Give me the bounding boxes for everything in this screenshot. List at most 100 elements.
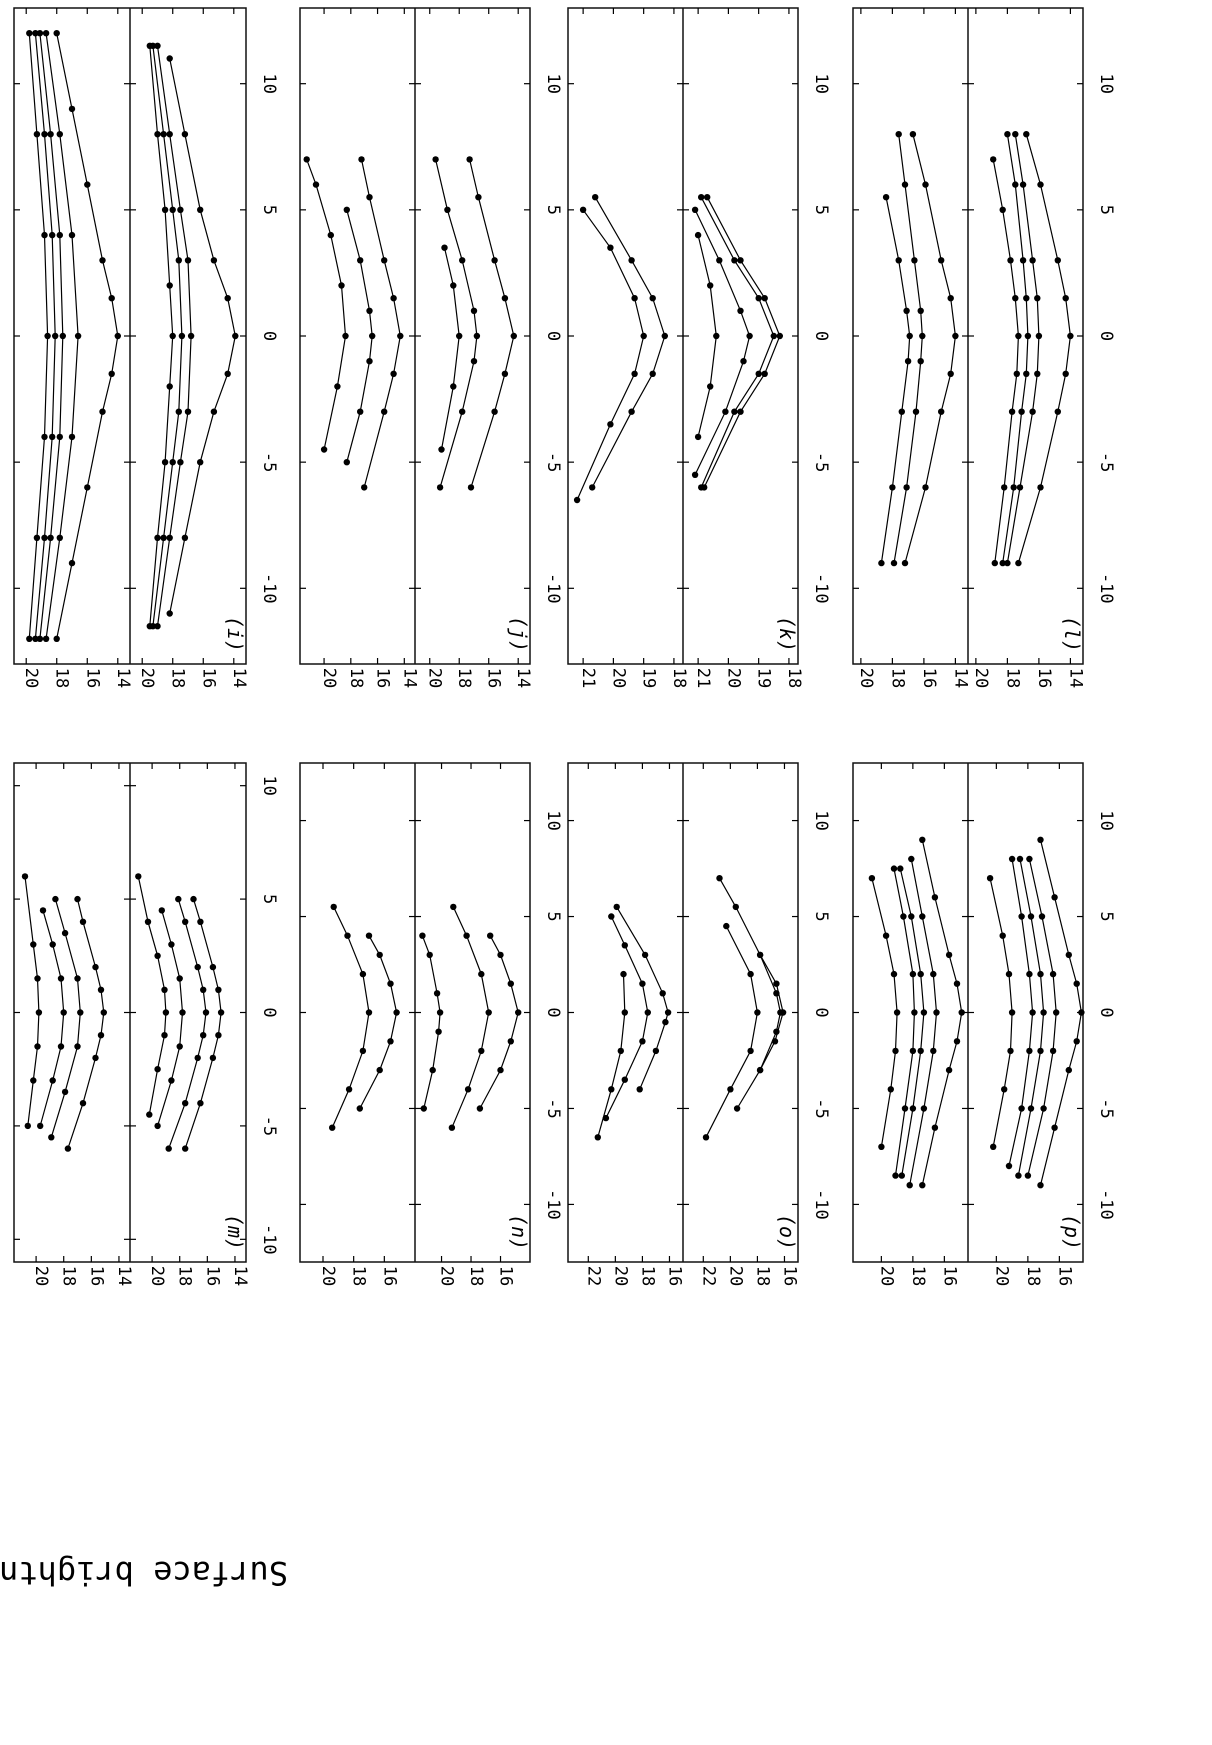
y-tick-label: 14 bbox=[229, 668, 249, 688]
data-point bbox=[1004, 131, 1011, 138]
data-point bbox=[393, 1009, 400, 1016]
data-point bbox=[161, 206, 169, 213]
series-line bbox=[469, 159, 515, 488]
data-point bbox=[365, 1009, 373, 1016]
data-point bbox=[429, 1066, 436, 1074]
data-point bbox=[691, 206, 699, 213]
data-point bbox=[917, 1047, 924, 1055]
data-point bbox=[366, 194, 373, 201]
data-point bbox=[649, 295, 656, 302]
panel-letter: (o) bbox=[775, 1214, 799, 1250]
data-point bbox=[467, 484, 475, 491]
data-point bbox=[649, 370, 656, 377]
data-point bbox=[343, 206, 350, 213]
series-line bbox=[306, 159, 347, 450]
data-point bbox=[878, 1143, 885, 1151]
y-tick-label: 19 bbox=[639, 668, 659, 688]
data-point bbox=[938, 257, 945, 264]
data-point bbox=[210, 408, 218, 415]
data-point bbox=[990, 156, 997, 163]
data-point bbox=[175, 895, 182, 903]
data-point bbox=[160, 534, 167, 541]
data-point bbox=[1008, 855, 1016, 863]
data-point bbox=[903, 484, 910, 491]
data-point bbox=[947, 370, 954, 377]
data-point bbox=[579, 206, 587, 213]
data-point bbox=[922, 484, 929, 491]
data-point bbox=[515, 1009, 522, 1016]
data-point bbox=[169, 332, 176, 340]
data-point bbox=[182, 1100, 189, 1107]
data-point bbox=[359, 970, 367, 978]
data-point bbox=[426, 951, 433, 959]
data-point bbox=[986, 875, 994, 882]
data-point bbox=[1073, 980, 1080, 987]
data-point bbox=[1049, 1047, 1057, 1055]
series-line bbox=[576, 209, 645, 501]
x-tick-label: -5 bbox=[1096, 1098, 1116, 1118]
data-point bbox=[694, 231, 702, 239]
series-line bbox=[921, 839, 963, 1186]
data-point bbox=[329, 1124, 336, 1131]
y-tick-label: 16 bbox=[82, 668, 102, 688]
data-point bbox=[366, 307, 373, 314]
data-point bbox=[938, 408, 945, 415]
data-point bbox=[459, 408, 466, 415]
data-point bbox=[947, 295, 954, 302]
data-point bbox=[497, 951, 504, 959]
subpanel-lower: 14 16 18 20 bbox=[300, 8, 419, 688]
data-point bbox=[92, 1054, 99, 1062]
series-line bbox=[893, 134, 923, 564]
data-point bbox=[56, 433, 63, 441]
data-point bbox=[466, 156, 473, 163]
data-point bbox=[1065, 951, 1073, 959]
data-point bbox=[390, 295, 397, 302]
data-point bbox=[930, 1047, 937, 1055]
data-point bbox=[419, 932, 426, 939]
data-point bbox=[26, 635, 33, 642]
data-point bbox=[1015, 1172, 1022, 1179]
data-point bbox=[1023, 131, 1030, 138]
y-tick-label: 18 bbox=[637, 1266, 657, 1286]
data-point bbox=[463, 932, 470, 939]
subpanel-upper: 14 16 18 20 bbox=[968, 8, 1085, 688]
subpanel-upper: 14 16 18 20 bbox=[130, 8, 249, 688]
data-point bbox=[919, 332, 926, 340]
data-point bbox=[215, 986, 222, 993]
data-point bbox=[361, 484, 368, 491]
data-point bbox=[57, 1043, 65, 1050]
x-tick-label: -5 bbox=[543, 452, 563, 472]
data-point bbox=[628, 408, 635, 415]
data-point bbox=[387, 1038, 394, 1045]
data-point bbox=[176, 1043, 183, 1050]
y-tick-label: 22 bbox=[583, 1266, 603, 1286]
data-point bbox=[1012, 131, 1019, 138]
data-point bbox=[32, 635, 39, 642]
data-point bbox=[79, 918, 87, 925]
data-point bbox=[182, 1145, 189, 1152]
y-tick-label: 16 bbox=[202, 1266, 222, 1286]
data-point bbox=[342, 332, 349, 340]
data-point bbox=[47, 534, 54, 541]
data-point bbox=[56, 131, 63, 138]
series-line bbox=[597, 974, 626, 1138]
y-tick-label: 18 bbox=[669, 668, 689, 688]
data-point bbox=[32, 30, 39, 37]
panel-o: 16 18 20 22 16 18 20 22 -10 -5 0 5 10 (o) bbox=[567, 762, 831, 1286]
series-line bbox=[137, 876, 167, 1115]
data-point bbox=[1008, 408, 1016, 415]
data-point bbox=[387, 980, 394, 987]
data-point bbox=[166, 55, 173, 62]
data-point bbox=[358, 156, 365, 163]
data-point bbox=[1054, 257, 1062, 264]
x-tick-label: 0 bbox=[1096, 1007, 1116, 1017]
data-point bbox=[200, 986, 207, 993]
x-tick-label: -10 bbox=[543, 1189, 563, 1220]
data-point bbox=[931, 1124, 939, 1131]
data-point bbox=[723, 922, 730, 930]
data-point bbox=[1015, 559, 1022, 567]
panels: 1416182014161820-10-50510(i)141618201416… bbox=[13, 7, 1116, 1286]
data-point bbox=[755, 295, 762, 302]
series-line bbox=[346, 209, 373, 463]
data-point bbox=[1062, 295, 1069, 302]
